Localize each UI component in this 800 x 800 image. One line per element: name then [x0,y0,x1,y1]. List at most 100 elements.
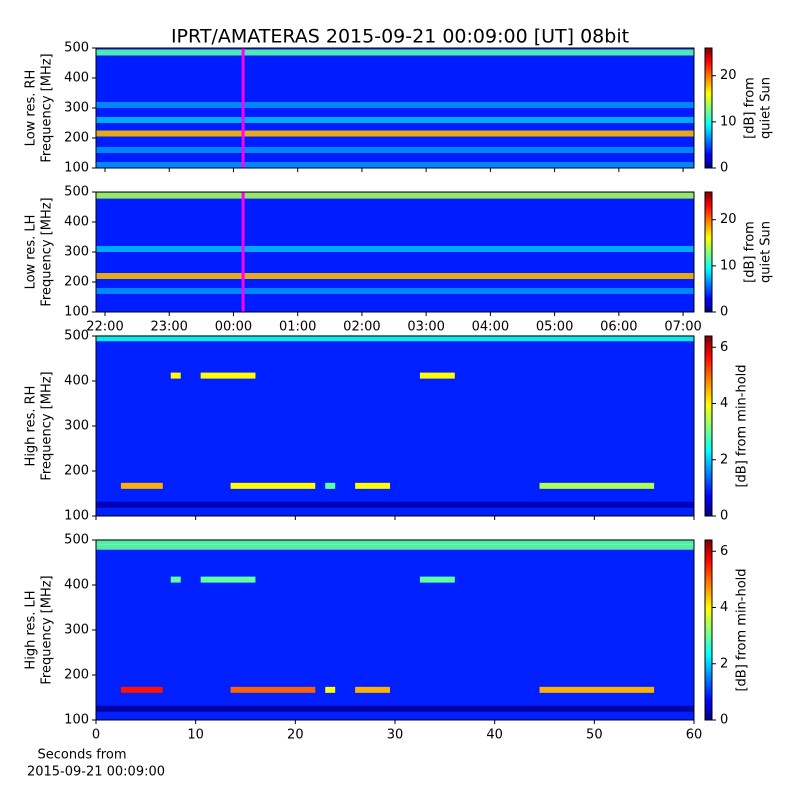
colorbar-tick-label: 4 [720,600,728,615]
colorbar [704,191,713,313]
colorbar-tick-label: 6 [720,544,728,559]
y-axis-label: Frequency [MHz] [40,197,55,306]
burst [539,686,655,693]
colorbar [704,47,713,169]
y-tick-label: 200 [64,131,89,146]
y-axis-label: High res. LH [24,590,39,669]
y-tick-label: 200 [64,275,89,290]
colorbar-tick-label: 4 [720,396,728,411]
y-tick-label: 100 [64,305,89,320]
y-tick-label: 300 [64,101,89,116]
y-tick-label: 400 [64,71,89,86]
burst [230,482,316,489]
colorbar-label: [dB] from min-hold [735,568,750,691]
colorbar-tick-label: 0 [720,713,728,728]
x-axis-label: Seconds from [37,748,126,763]
y-axis-label: Frequency [MHz] [40,53,55,162]
band [96,117,694,123]
band [96,543,694,550]
burst [539,482,655,489]
x-tick-label: 00:00 [215,320,252,335]
band [96,130,694,137]
x-tick-label: 40 [486,728,503,743]
y-tick-label: 300 [64,419,89,434]
x-tick-label: 0 [92,728,100,743]
x-tick-label: 03:00 [407,320,444,335]
burst [170,372,181,379]
burst [120,686,163,693]
y-axis-label: Low res. LH [24,215,39,290]
x-tick-label: 20 [287,728,304,743]
burst [120,482,163,489]
x-axis-label: 2015-09-21 00:09:00 [27,765,165,780]
y-tick-label: 400 [64,215,89,230]
band [96,147,694,153]
band [96,162,694,168]
x-tick-label: 01:00 [279,320,316,335]
x-tick-label: 05:00 [536,320,573,335]
x-tick-label: 30 [387,728,404,743]
colorbar-tick-label: 0 [720,509,728,524]
colorbar-tick-label: 20 [720,68,737,83]
y-tick-label: 200 [64,668,89,683]
colorbar-tick-label: 0 [720,161,728,176]
x-tick-label: 10 [187,728,204,743]
x-tick-label: 50 [586,728,603,743]
y-tick-label: 100 [64,161,89,176]
burst [419,576,455,583]
x-tick-label: 22:00 [86,320,123,335]
y-tick-label: 500 [64,185,89,200]
band [96,102,694,108]
band [96,288,694,294]
band [96,501,694,508]
colorbar-label: quiet Sun [759,221,774,283]
burst [200,372,256,379]
burst [230,686,316,693]
colorbar-label: [dB] from min-hold [735,364,750,487]
burst [355,482,391,489]
y-tick-label: 300 [64,245,89,260]
band [96,192,694,199]
band [96,273,694,279]
burst [419,372,455,379]
y-axis-label: Frequency [MHz] [40,371,55,480]
band [96,539,694,546]
band [96,49,694,56]
band [96,705,694,712]
band [96,335,694,342]
colorbar-label: quiet Sun [759,77,774,139]
colorbar [704,539,713,721]
y-tick-label: 400 [64,578,89,593]
y-tick-label: 500 [64,329,89,344]
burst [325,686,336,693]
y-tick-label: 200 [64,464,89,479]
x-tick-label: 04:00 [472,320,509,335]
colorbar-tick-label: 10 [720,114,737,129]
burst [325,482,336,489]
y-axis-label: Low res. RH [24,70,39,147]
burst [200,576,256,583]
colorbar-tick-label: 10 [720,258,737,273]
colorbar-label: [dB] from [743,77,758,139]
y-tick-label: 500 [64,41,89,56]
colorbar-label: [dB] from [743,221,758,283]
y-axis-label: High res. RH [24,386,39,467]
y-tick-label: 400 [64,374,89,389]
colorbar-tick-label: 20 [720,212,737,227]
colorbar-tick-label: 2 [720,452,728,467]
x-tick-label: 07:00 [664,320,701,335]
burst [355,686,391,693]
x-tick-label: 02:00 [343,320,380,335]
x-tick-label: 60 [686,728,703,743]
colorbar-tick-label: 0 [720,305,728,320]
title: IPRT/AMATERAS 2015-09-21 00:09:00 [UT] 0… [171,26,629,48]
burst [170,576,181,583]
colorbar-tick-label: 6 [720,340,728,355]
y-axis-label: Frequency [MHz] [40,575,55,684]
heatmap-background [96,540,694,720]
y-tick-label: 500 [64,533,89,548]
x-tick-label: 06:00 [600,320,637,335]
y-tick-label: 100 [64,713,89,728]
band [96,246,694,252]
